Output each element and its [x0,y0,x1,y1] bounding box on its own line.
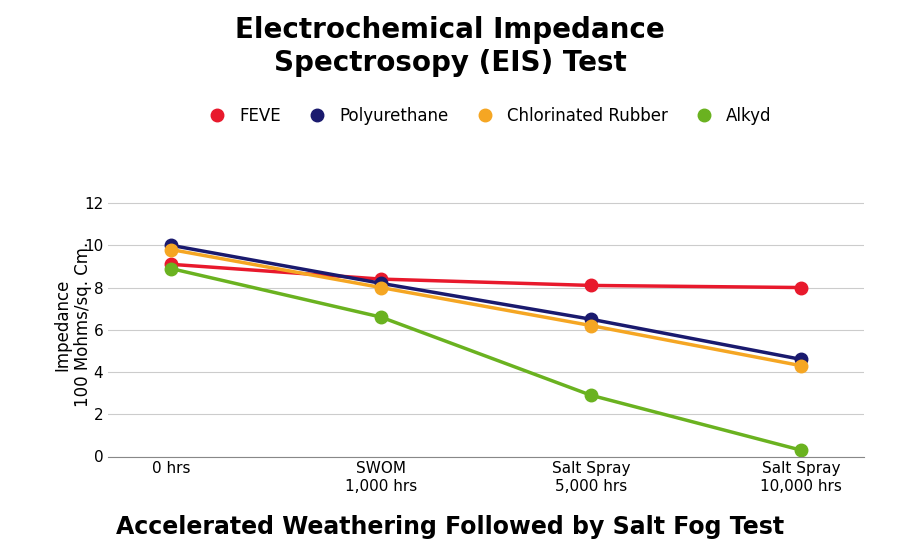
Alkyd [586,392,597,399]
Polyurethane [375,280,386,287]
Chlorinated Rubber [796,362,806,369]
Chlorinated Rubber [375,284,386,291]
FEVE [375,276,386,282]
FEVE [796,284,806,291]
Text: Accelerated Weathering Followed by Salt Fog Test: Accelerated Weathering Followed by Salt … [116,515,784,539]
Polyurethane [586,316,597,322]
Alkyd [375,314,386,321]
Polyurethane [796,356,806,362]
FEVE [166,261,176,268]
Chlorinated Rubber [166,246,176,253]
Line: Alkyd: Alkyd [165,262,807,456]
Chlorinated Rubber [586,322,597,329]
Line: Chlorinated Rubber: Chlorinated Rubber [165,243,807,372]
Y-axis label: Impedance
100 Mohms/sq. Cm.: Impedance 100 Mohms/sq. Cm. [53,242,92,407]
Polyurethane [166,242,176,249]
Alkyd [166,265,176,272]
Alkyd [796,447,806,453]
Line: FEVE: FEVE [165,258,807,294]
FEVE [586,282,597,289]
Legend: FEVE, Polyurethane, Chlorinated Rubber, Alkyd: FEVE, Polyurethane, Chlorinated Rubber, … [194,101,778,132]
Line: Polyurethane: Polyurethane [165,239,807,366]
Text: Electrochemical Impedance
Spectrosopy (EIS) Test: Electrochemical Impedance Spectrosopy (E… [235,16,665,77]
